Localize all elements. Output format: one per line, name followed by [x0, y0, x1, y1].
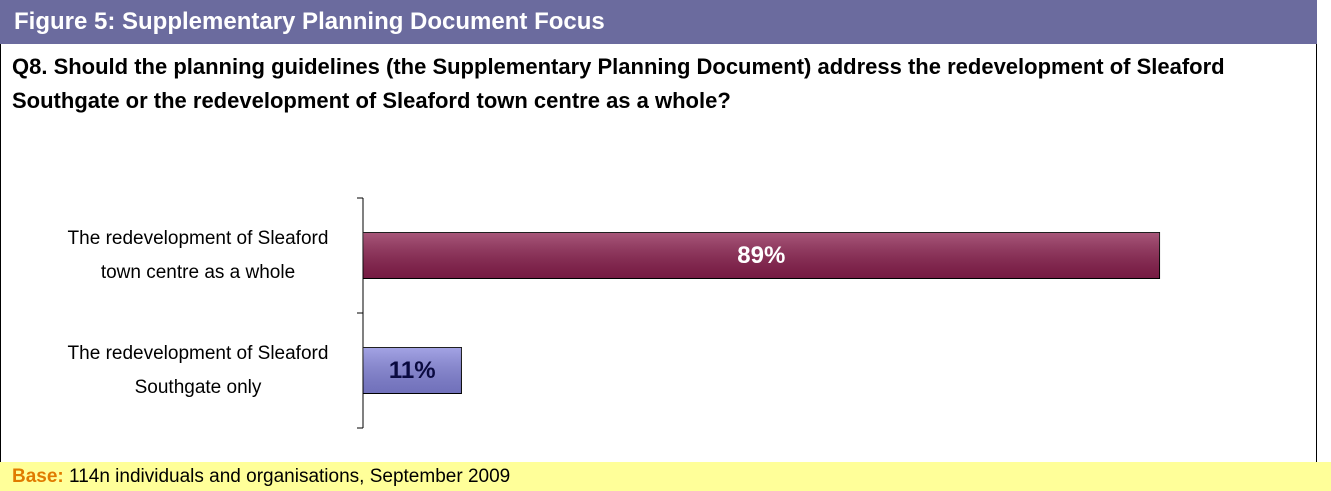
category-label: The redevelopment of Sleaford Southgate …: [67, 342, 329, 398]
bar-shade: [363, 232, 1160, 279]
figure-title: Figure 5: Supplementary Planning Documen…: [0, 0, 1317, 44]
footer-text: 114n individuals and organisations, Sept…: [69, 466, 511, 487]
value-label: 11%: [389, 357, 436, 384]
category-label: The redevelopment of Sleaford town centr…: [67, 227, 329, 283]
value-label: 89%: [737, 242, 785, 269]
bar-shade: [363, 347, 462, 394]
footer-label: Base:: [12, 466, 64, 487]
footer: Base: 114n individuals and organisations…: [0, 462, 1331, 491]
question: Q8. Should the planning guidelines (the …: [12, 54, 1225, 113]
frame: [0, 44, 1317, 462]
